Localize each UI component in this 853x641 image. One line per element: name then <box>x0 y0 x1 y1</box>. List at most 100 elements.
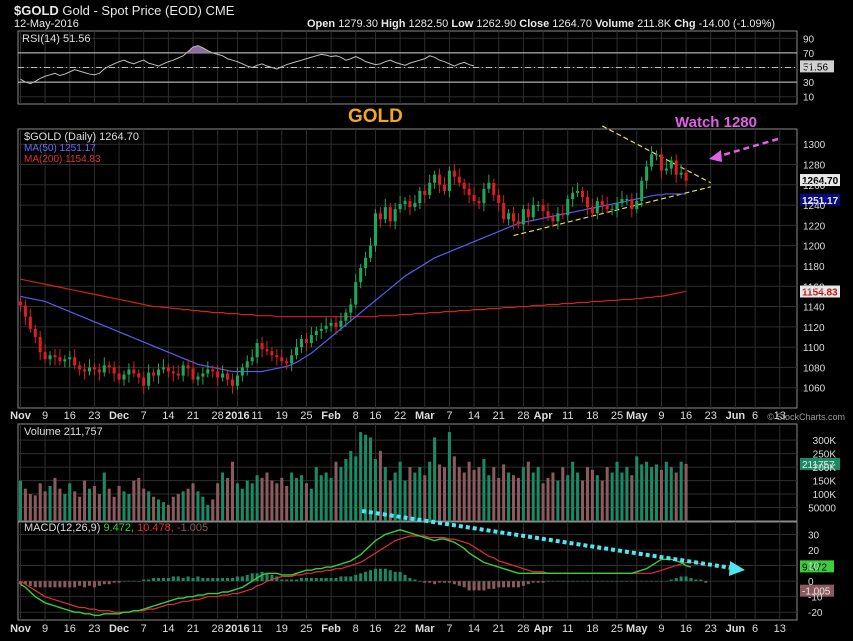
macd-histogram-bar <box>250 573 254 582</box>
x-tick-label-bottom: 14 <box>162 623 174 635</box>
macd-histogram-bar <box>137 581 141 582</box>
volume-bar <box>132 480 136 521</box>
x-tick-label-bottom: 13 <box>774 623 786 635</box>
vol-tick-label: 200K <box>813 463 837 474</box>
candle-up <box>206 369 210 374</box>
candle-down <box>438 174 442 185</box>
candle-down <box>265 349 269 352</box>
volume-bar <box>581 480 585 521</box>
macd-histogram-bar <box>699 579 703 582</box>
volume-bar <box>620 472 624 521</box>
x-tick-label-bottom: 28 <box>212 623 224 635</box>
volume-bar <box>344 459 348 521</box>
volume-bar <box>270 480 274 521</box>
candle-up <box>531 205 535 218</box>
x-tick-label-bottom: 11 <box>251 623 262 635</box>
candle-up <box>368 245 373 258</box>
macd-histogram-bar <box>319 578 323 582</box>
volume-bar <box>92 485 96 521</box>
candle-up <box>364 257 368 268</box>
macd-histogram-bar <box>127 581 131 582</box>
candle-up <box>403 201 407 205</box>
volume-bar <box>566 475 570 521</box>
open-value: 1279.30 <box>338 18 378 30</box>
volume-bar <box>112 496 116 521</box>
vol-tick-label: 100K <box>813 490 837 501</box>
macd-histogram-bar <box>442 581 447 583</box>
candle-down <box>226 373 230 380</box>
rsi-tick-label: 10 <box>803 93 815 104</box>
macd-tick-label: 0 <box>808 577 814 588</box>
price-tick-label: 1220 <box>803 221 826 232</box>
volume-bar <box>625 467 629 521</box>
price-tick-label: 1100 <box>803 343 825 354</box>
macd-histogram-bar <box>526 581 530 585</box>
macd-histogram-bar <box>428 581 432 583</box>
candle-up <box>645 166 649 181</box>
x-tick-label-bottom: 16 <box>680 623 692 635</box>
candle-down <box>457 176 461 183</box>
macd-histogram-bar <box>275 576 279 582</box>
volume-bar <box>605 467 609 521</box>
macd-histogram-bar <box>186 576 190 582</box>
macd-histogram-bar <box>368 570 373 582</box>
macd-histogram-bar <box>413 579 417 582</box>
candle-down <box>280 357 284 362</box>
x-tick-label: 16 <box>680 410 692 422</box>
macd-histogram-bar <box>235 576 239 582</box>
macd-last-value: 9.472 <box>802 562 827 573</box>
volume-bar <box>467 461 471 521</box>
volume-bar <box>654 464 659 521</box>
candle-down <box>477 201 481 204</box>
volume-bar <box>250 483 254 521</box>
x-tick-label-bottom: 23 <box>705 623 717 635</box>
volume-bar <box>319 475 323 521</box>
macd-histogram-bar <box>516 581 520 588</box>
volume-bar <box>97 494 101 521</box>
vol-tick-label: 250K <box>813 450 837 461</box>
macd-histogram-bar <box>122 581 126 582</box>
volume-bar <box>669 467 673 521</box>
macd-histogram-bar <box>43 581 47 588</box>
volume-bar <box>38 483 42 521</box>
candle-down <box>275 355 279 358</box>
macd-hist-last-box <box>800 584 834 597</box>
macd-histogram-bar <box>581 581 585 582</box>
candle-up <box>482 188 486 204</box>
candle-up <box>620 199 624 204</box>
candle-down <box>541 205 545 212</box>
volume-bar <box>516 477 520 521</box>
x-tick-label-bottom: Apr <box>534 623 554 635</box>
macd-histogram-bar <box>240 576 244 582</box>
volume-bar <box>127 494 131 521</box>
macd-histogram-bar <box>18 581 22 585</box>
x-tick-label-bottom: 18 <box>586 623 598 635</box>
macd-legend-main: MACD(12,26,9) <box>24 522 100 534</box>
volume-bar <box>147 491 151 521</box>
candle-down <box>388 207 392 222</box>
chg-label: Chg <box>674 18 696 30</box>
volume-bar <box>83 480 87 521</box>
candle-down <box>43 352 47 360</box>
volume-bar <box>650 467 654 521</box>
volume-bar <box>107 488 111 521</box>
macd-histogram-bar <box>704 581 708 583</box>
candle-down <box>546 211 550 218</box>
instrument-name: Gold - Spot Price (EOD) <box>62 3 202 18</box>
macd-histogram-bar <box>245 574 249 582</box>
candle-down <box>630 199 634 210</box>
volume-bar <box>299 475 304 521</box>
macd-histogram-bar <box>536 581 540 583</box>
ma50-last-value: 1251.17 <box>802 196 839 207</box>
x-tick-label: 23 <box>705 410 717 422</box>
macd-histogram-bar <box>166 578 170 582</box>
macd-histogram-bar <box>344 576 348 582</box>
macd-histogram-bar <box>645 581 649 582</box>
volume-bar <box>408 467 412 521</box>
macd-histogram-bar <box>576 581 580 582</box>
volume-bar <box>334 461 338 521</box>
volume-bar <box>240 488 244 521</box>
candle-up <box>433 174 437 183</box>
x-tick-label: 25 <box>300 410 312 422</box>
macd-histogram-bar <box>664 581 668 582</box>
